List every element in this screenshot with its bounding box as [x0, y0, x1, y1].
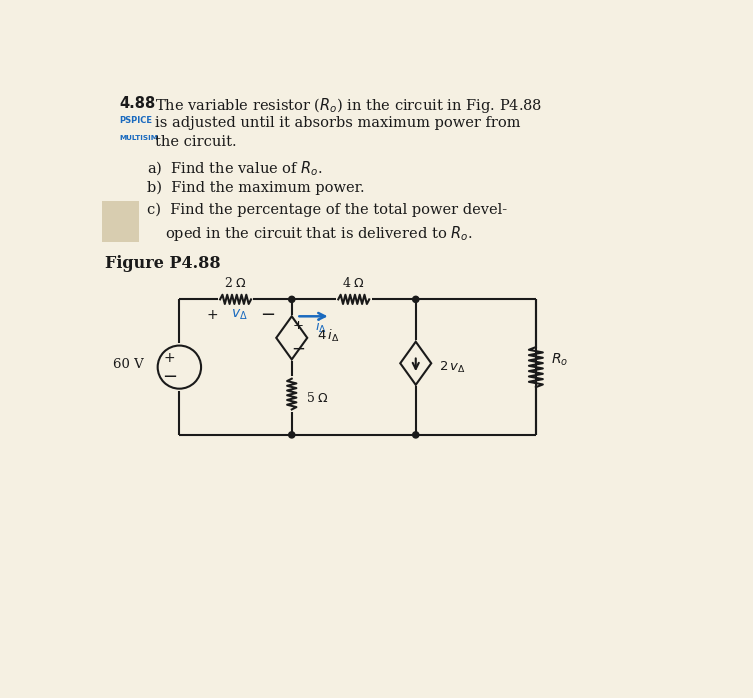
Circle shape [413, 296, 419, 302]
Text: b)  Find the maximum power.: b) Find the maximum power. [147, 181, 364, 195]
Text: the circuit.: the circuit. [154, 135, 236, 149]
Text: $R_o$: $R_o$ [551, 351, 569, 368]
Text: +: + [163, 351, 175, 365]
Text: $2\,v_\Delta$: $2\,v_\Delta$ [439, 360, 465, 376]
Text: −: − [291, 340, 305, 357]
Text: 2 $\Omega$: 2 $\Omega$ [224, 276, 247, 290]
Bar [102, 201, 139, 242]
Text: The variable resistor ($R_o$) in the circuit in Fig. P4.88: The variable resistor ($R_o$) in the cir… [154, 96, 541, 115]
Circle shape [413, 432, 419, 438]
Text: 60 V: 60 V [113, 358, 144, 371]
Text: −: − [261, 306, 276, 324]
Text: 4 $\Omega$: 4 $\Omega$ [342, 276, 365, 290]
Text: +: + [292, 319, 303, 332]
Text: a)  Find the value of $R_o$.: a) Find the value of $R_o$. [147, 159, 323, 177]
Text: oped in the circuit that is delivered to $R_o$.: oped in the circuit that is delivered to… [165, 224, 472, 243]
Circle shape [288, 296, 295, 302]
Text: −: − [162, 368, 177, 386]
Text: PSPICE: PSPICE [119, 116, 152, 125]
Text: c)  Find the percentage of the total power devel-: c) Find the percentage of the total powe… [147, 202, 507, 217]
Text: MULTISIM: MULTISIM [119, 135, 158, 142]
Text: 5 $\Omega$: 5 $\Omega$ [306, 391, 329, 405]
Text: +: + [206, 308, 218, 322]
Text: is adjusted until it absorbs maximum power from: is adjusted until it absorbs maximum pow… [154, 116, 520, 130]
Text: Figure P4.88: Figure P4.88 [105, 255, 221, 272]
Text: $i_\Delta$: $i_\Delta$ [316, 319, 327, 335]
Text: $4\,i_\Delta$: $4\,i_\Delta$ [316, 328, 339, 344]
Text: 4.88: 4.88 [119, 96, 155, 111]
Circle shape [288, 432, 295, 438]
Text: $v_\Delta$: $v_\Delta$ [231, 308, 248, 322]
